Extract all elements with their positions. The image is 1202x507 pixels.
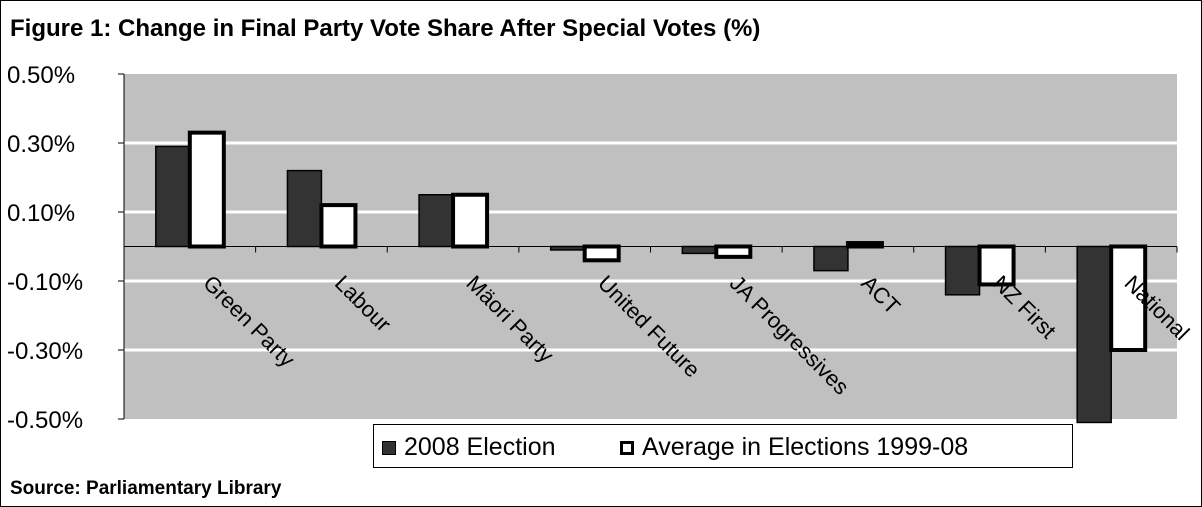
bar-2008-election	[418, 194, 454, 248]
y-tick-label: -0.10%	[7, 269, 83, 296]
bar-average-1999-08	[714, 244, 753, 259]
legend-item-2008: 2008 Election	[382, 433, 556, 462]
legend-label-2008: 2008 Election	[404, 433, 556, 461]
bar-average-1999-08	[845, 241, 884, 249]
bar-average-1999-08	[582, 244, 621, 263]
y-tick-label: -0.50%	[7, 407, 83, 434]
bar-2008-election	[1076, 245, 1112, 424]
axes	[118, 73, 1178, 420]
legend-label-average: Average in Elections 1999-08	[642, 433, 969, 461]
bar-average-1999-08	[187, 130, 226, 249]
bar-average-1999-08	[1109, 244, 1148, 352]
y-tick-label: 0.10%	[7, 200, 75, 227]
bar-average-1999-08	[977, 244, 1016, 287]
legend-swatch-2008	[382, 440, 396, 455]
y-tick-label: 0.50%	[7, 62, 75, 89]
bar-2008-election	[155, 145, 191, 248]
y-tick-label: 0.30%	[7, 131, 75, 158]
source-note: Source: Parliamentary Library	[10, 478, 282, 499]
legend: 2008 Election Average in Elections 1999-…	[373, 424, 1073, 468]
legend-swatch-average	[620, 440, 634, 455]
bar-average-1999-08	[319, 203, 358, 249]
legend-item-average: Average in Elections 1999-08	[620, 433, 968, 462]
bar-average-1999-08	[451, 192, 490, 249]
bar-2008-election	[286, 169, 323, 248]
bar-2008-election	[813, 245, 849, 272]
bar-2008-election	[681, 245, 718, 255]
chart-title: Figure 1: Change in Final Party Vote Sha…	[10, 15, 761, 42]
bar-2008-election	[549, 245, 586, 251]
bar-2008-election	[944, 245, 981, 296]
y-tick-label: -0.30%	[7, 338, 83, 365]
